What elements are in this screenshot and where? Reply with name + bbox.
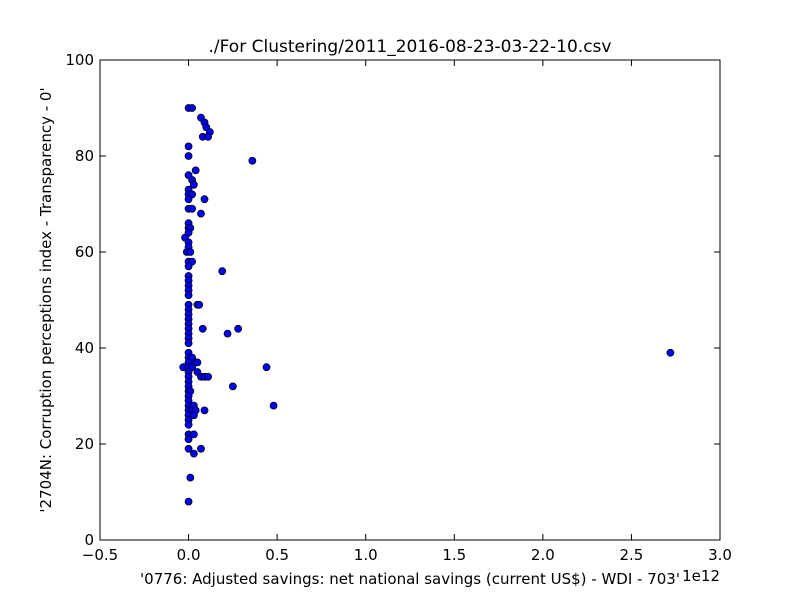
x-tick-label: 0.0: [177, 546, 201, 564]
data-point: [184, 152, 193, 160]
data-point: [204, 132, 212, 141]
data-point: [188, 104, 197, 112]
x-tick-label: −0.5: [82, 546, 118, 564]
data-point: [666, 348, 675, 357]
data-point: [189, 430, 198, 439]
data-point: [193, 358, 202, 367]
x-tick-label: 2.5: [619, 546, 643, 564]
y-axis-label: '2704N: Corruption perceptions index - T…: [37, 87, 55, 512]
data-point: [189, 180, 198, 189]
data-point: [189, 411, 198, 420]
data-point: [184, 195, 193, 204]
data-point: [197, 209, 205, 218]
data-point: [189, 449, 198, 458]
data-point: [200, 195, 209, 204]
x-tick-label: 1.0: [354, 546, 378, 564]
data-point: [186, 473, 195, 482]
data-point: [204, 372, 212, 381]
data-point: [184, 142, 193, 151]
data-point: [234, 324, 243, 333]
x-tick-label: 1.5: [442, 546, 466, 564]
data-point: [188, 204, 197, 213]
data-point: [184, 339, 193, 348]
data-point: [184, 291, 193, 300]
data-point: [248, 156, 257, 165]
chart-title: ./For Clustering/2011_2016-08-23-03-22-1…: [209, 37, 612, 57]
data-point: [184, 497, 193, 506]
data-point: [184, 435, 193, 444]
y-tick-label: 100: [65, 51, 94, 69]
data-point: [269, 401, 278, 410]
x-axis-label: '0776: Adjusted savings: net national sa…: [140, 570, 680, 588]
data-point: [223, 329, 232, 338]
x-tick-label: 0.5: [265, 546, 289, 564]
y-tick-label: 20: [75, 435, 94, 453]
data-point: [200, 406, 209, 415]
x-axis-ticks: −0.5 0.0 0.5 1.0 1.5 2.0 2.5 3.0: [82, 60, 732, 564]
y-axis-ticks: 0 20 40 60 80 100: [65, 51, 720, 549]
data-points: [179, 104, 675, 506]
plot-area: [100, 60, 720, 540]
x-axis-offset-label: 1e12: [682, 567, 720, 585]
data-point: [262, 363, 271, 372]
y-tick-label: 0: [84, 531, 94, 549]
x-tick-label: 3.0: [708, 546, 732, 564]
data-point: [186, 248, 195, 256]
data-point: [184, 420, 193, 429]
plot-frame: [99, 59, 721, 541]
y-tick-label: 80: [75, 147, 94, 165]
data-point: [184, 262, 193, 271]
data-point: [198, 324, 207, 333]
data-point: [228, 382, 237, 391]
data-point: [197, 444, 205, 453]
data-point: [184, 444, 193, 453]
data-point: [218, 267, 227, 276]
y-tick-label: 40: [75, 339, 94, 357]
data-point: [191, 166, 200, 175]
data-point: [195, 300, 204, 309]
y-tick-label: 60: [75, 243, 94, 261]
x-tick-label: 2.0: [531, 546, 555, 564]
